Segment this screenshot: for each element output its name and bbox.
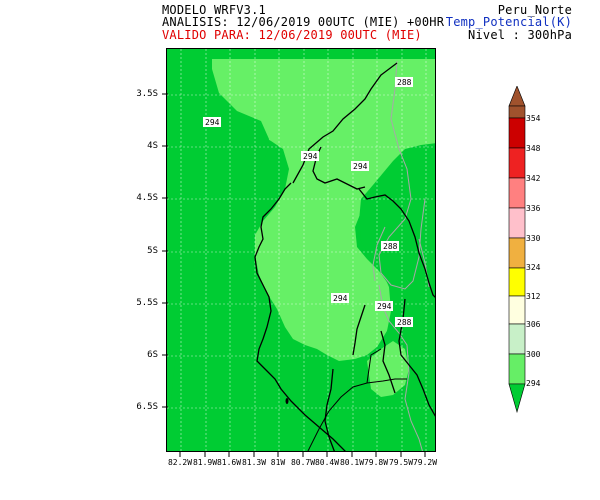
valid-time: VALIDO PARA: 12/06/2019 00UTC (MIE) xyxy=(162,28,422,42)
contour-label: 294 xyxy=(377,302,392,311)
island-marker xyxy=(285,398,289,404)
lat-label: 5.5S xyxy=(136,298,158,308)
colorbar-segments xyxy=(508,105,526,385)
contour-label: 294 xyxy=(303,152,318,161)
colorbar-label: 348 xyxy=(526,144,541,153)
lat-label: 3.5S xyxy=(136,89,158,99)
lat-label: 6.5S xyxy=(136,402,158,412)
field-dark-notch xyxy=(167,49,269,451)
contour-label: 294 xyxy=(333,294,348,303)
contour-label: 288 xyxy=(397,318,412,327)
colorbar-label: 324 xyxy=(526,263,541,272)
lon-label: 81W xyxy=(270,458,286,467)
colorbar-label: 306 xyxy=(526,320,541,329)
contour-label: 294 xyxy=(353,162,368,171)
contour-label: 294 xyxy=(205,118,220,127)
lon-label: 79.8W xyxy=(363,458,389,467)
lat-label: 4S xyxy=(147,141,158,151)
y-ticks xyxy=(162,93,168,408)
colorbar-top-arrow xyxy=(508,86,526,107)
lon-label: 79.2W xyxy=(412,458,438,467)
region-name: Peru_Norte xyxy=(497,3,572,17)
lon-label: 80.1W xyxy=(339,458,365,467)
contour-label-group: 294 294 294 288 288 294 294 288 xyxy=(203,77,413,327)
field-light-south-patch xyxy=(373,365,389,391)
contour-label: 288 xyxy=(397,78,412,87)
colorbar-label: 294 xyxy=(526,379,541,388)
lon-label: 80.4W xyxy=(314,458,340,467)
pressure-level: Nivel : 300hPa xyxy=(468,28,572,42)
map-canvas: 294 294 294 288 288 294 294 288 xyxy=(167,49,435,451)
field-light-green xyxy=(187,59,435,361)
lon-label: 81.9W xyxy=(192,458,218,467)
model-title: MODELO WRFV3.1 xyxy=(162,3,266,17)
lon-label: 81.3W xyxy=(241,458,267,467)
map-panel: 294 294 294 288 288 294 294 288 xyxy=(166,48,436,452)
coastline xyxy=(254,62,435,451)
lon-label: 79.5W xyxy=(388,458,414,467)
contour-label: 288 xyxy=(383,242,398,251)
grid-lines xyxy=(167,49,435,451)
colorbar-label: 300 xyxy=(526,350,541,359)
lat-label: 5S xyxy=(147,246,158,256)
lon-label: 82.2W xyxy=(167,458,193,467)
variable-name: Temp_Potencial(K) xyxy=(445,15,572,29)
national-border xyxy=(307,348,407,451)
x-ticks xyxy=(179,452,426,457)
lon-label: 80.7W xyxy=(290,458,316,467)
colorbar-label: 336 xyxy=(526,204,541,213)
lat-label: 6S xyxy=(147,350,158,360)
colorbar-label: 354 xyxy=(526,114,541,123)
lat-label: 4.5S xyxy=(136,193,158,203)
colorbar-label: 342 xyxy=(526,174,541,183)
lon-label: 81.6W xyxy=(216,458,242,467)
analysis-time: ANALISIS: 12/06/2019 00UTC (MIE) +00HR xyxy=(162,15,445,29)
colorbar-bottom-arrow xyxy=(508,383,526,414)
colorbar-label: 312 xyxy=(526,292,541,301)
colorbar-label: 330 xyxy=(526,234,541,243)
colorbar xyxy=(508,86,526,414)
